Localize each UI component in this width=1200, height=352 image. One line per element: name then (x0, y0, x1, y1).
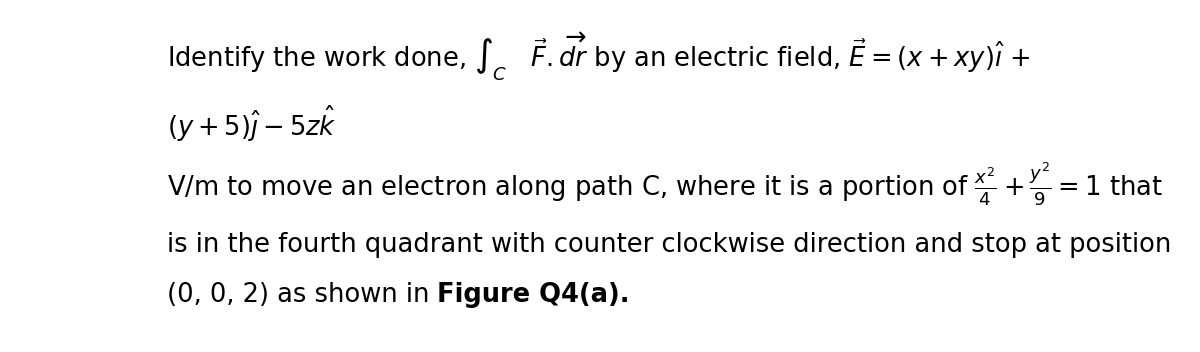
Text: (0, 0, 2) as shown in: (0, 0, 2) as shown in (167, 282, 437, 308)
Text: is in the fourth quadrant with counter clockwise direction and stop at position: is in the fourth quadrant with counter c… (167, 232, 1171, 258)
Text: V/m to move an electron along path C, where it is a portion of $\frac{x^2}{4} + : V/m to move an electron along path C, wh… (167, 160, 1163, 208)
Text: Identify the work done, $\int_C \quad \vec{F}.\overrightarrow{dr}$ by an electri: Identify the work done, $\int_C \quad \v… (167, 30, 1030, 83)
Text: Figure Q4(a).: Figure Q4(a). (437, 282, 630, 308)
Text: $(y + 5)\hat{\jmath} - 5z\hat{k}$: $(y + 5)\hat{\jmath} - 5z\hat{k}$ (167, 103, 336, 144)
